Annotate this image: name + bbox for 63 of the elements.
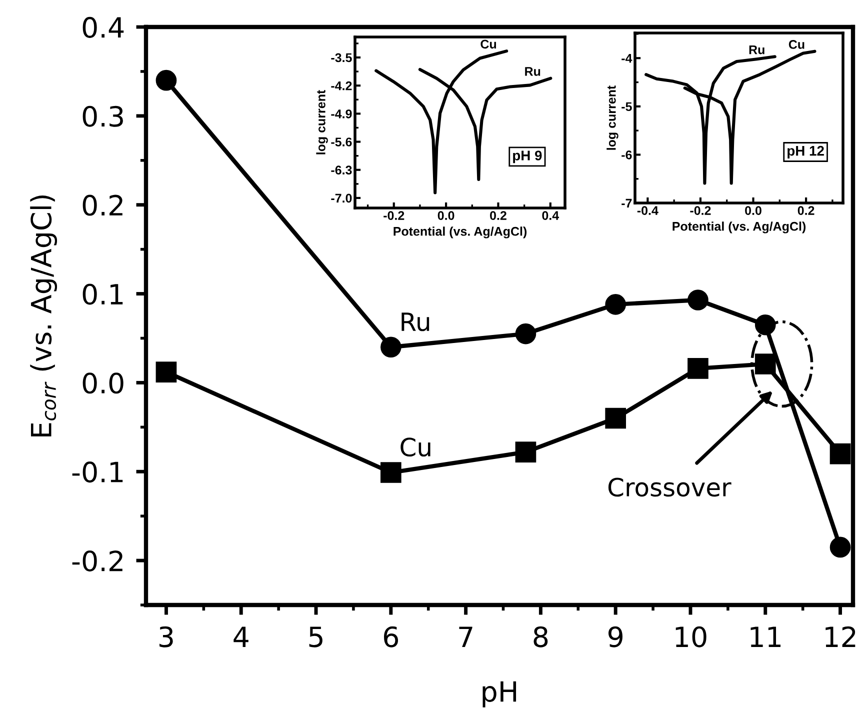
point [688, 290, 708, 310]
point [830, 443, 851, 464]
point [515, 442, 536, 462]
y-tick-label: 0.4 [82, 16, 124, 38]
annotation: Crossover [608, 478, 732, 497]
y-tick-label: -7 [622, 198, 632, 208]
y-tick-label: -0.1 [72, 462, 123, 483]
x-tick-label: 7 [459, 626, 472, 647]
point [380, 336, 402, 358]
x-axis-title: Potential (vs. Ag/AgCl) [394, 226, 527, 238]
point [380, 462, 402, 483]
x-tick-label: -0.2 [384, 211, 404, 220]
series-label: Ru [749, 45, 764, 54]
x-tick-label: 3 [160, 626, 173, 648]
x-axis-title: Potential (vs. Ag/AgCl) [672, 222, 806, 234]
y-tick-label: 0.3 [82, 106, 123, 127]
x-tick-label: 10 [676, 626, 706, 648]
series-label: Cu [788, 40, 804, 49]
x-tick-label: 12 [826, 626, 856, 647]
series-label: Cu [400, 438, 430, 457]
x-tick-label: -0.2 [690, 206, 711, 215]
y-tick-label: -3.5 [331, 53, 352, 62]
y-tick-label: -4.2 [331, 81, 352, 90]
x-tick-label: 0.4 [542, 211, 560, 220]
y-tick-label: -5 [622, 102, 632, 112]
y-tick-label: 0.0 [82, 372, 124, 394]
x-tick-label: 11 [750, 626, 780, 647]
annotation: pH 9 [513, 150, 542, 164]
y-tick-label: -6 [622, 150, 632, 160]
y-tick-label: -4.9 [331, 109, 352, 118]
x-axis-title: pH [482, 681, 516, 708]
point [688, 358, 708, 379]
x-tick-label: 0.2 [798, 206, 814, 215]
point [605, 294, 626, 315]
point [830, 536, 851, 558]
x-tick-label: -0.4 [637, 206, 658, 215]
x-tick-label: 0.2 [490, 211, 506, 220]
y-tick-label: -4 [622, 54, 632, 63]
y-tick-label: -5.6 [331, 138, 352, 146]
point [156, 70, 177, 91]
annotation: pH 12 [788, 146, 824, 158]
y-axis-title: log current [606, 86, 618, 150]
series-label: Ru [402, 312, 430, 332]
y-tick-label: -6.3 [331, 166, 352, 175]
x-tick-label: 6 [384, 626, 398, 648]
x-tick-label: 9 [608, 626, 622, 648]
series-label: Cu [480, 40, 496, 49]
x-tick-label: 8 [534, 626, 548, 648]
x-tick-label: 0.0 [745, 206, 762, 215]
point [605, 408, 626, 429]
y-tick-label: -7.0 [331, 194, 352, 203]
point [754, 314, 776, 336]
y-axis-title: log current [316, 90, 328, 154]
x-tick-label: 5 [309, 626, 322, 648]
point [156, 362, 177, 382]
y-axis-title: E$_{corr}$ (vs. Ag/AgCl) [30, 195, 58, 436]
x-tick-label: 4 [234, 626, 248, 647]
x-tick-label: 0.0 [438, 211, 454, 220]
point [754, 354, 776, 374]
series-label: Ru [525, 67, 540, 76]
y-tick-label: -0.2 [72, 550, 122, 572]
point [515, 323, 536, 344]
y-tick-label: 0.1 [82, 284, 123, 305]
